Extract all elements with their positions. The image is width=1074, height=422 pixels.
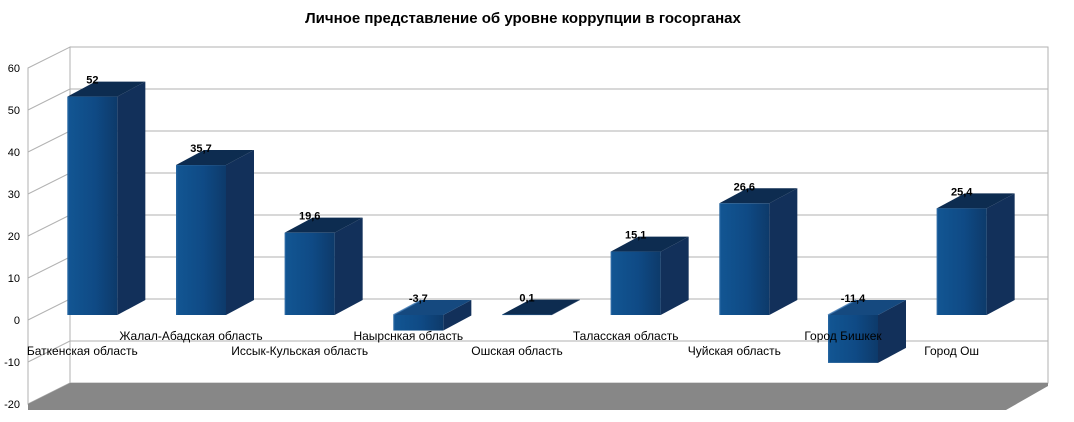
bar-value-label: -11,4 xyxy=(841,293,866,305)
y-axis-label: 20 xyxy=(8,231,20,243)
bar-front-face xyxy=(610,251,661,315)
y-axis-label: 60 xyxy=(8,63,20,75)
bar-value-label: 26,6 xyxy=(734,181,755,193)
y-axis-label: 50 xyxy=(8,105,20,117)
gridline-left-wall xyxy=(27,214,71,237)
gridline-left-wall xyxy=(27,172,71,195)
bar-top-face xyxy=(610,236,689,252)
category-label: Город Ош xyxy=(924,344,979,358)
y-axis-label: -20 xyxy=(4,399,20,411)
bar-side-face xyxy=(552,299,580,315)
gridline-left-wall xyxy=(27,88,71,111)
bar-top-face xyxy=(67,81,146,97)
bar-bevel-edge xyxy=(827,299,857,316)
bar-front-face xyxy=(502,314,552,316)
chart-floor xyxy=(28,383,1048,410)
bar-group xyxy=(67,81,146,315)
bar-front-face xyxy=(393,315,444,331)
bar-side-face xyxy=(443,300,472,331)
bar-group xyxy=(284,217,363,315)
bar-side-face xyxy=(878,300,906,363)
y-axis-label: -10 xyxy=(4,357,20,369)
bar-value-label: 15,1 xyxy=(625,230,646,242)
y-axis-label: 10 xyxy=(8,273,20,285)
bar-bevel-edge xyxy=(393,299,422,316)
bar-group xyxy=(936,193,1015,315)
bar-front-face xyxy=(936,208,987,315)
bar-side-face xyxy=(117,81,146,315)
bar-value-label: 0,1 xyxy=(519,293,534,305)
bar-front-face xyxy=(719,203,770,315)
bar-top-face xyxy=(393,300,472,315)
bar-group xyxy=(827,299,906,363)
category-label: Город Бишкек xyxy=(804,329,882,343)
category-label: Баткенская область xyxy=(27,344,138,358)
category-label: Ошская область xyxy=(471,344,562,358)
category-label: Жалал-Абадская область xyxy=(119,329,262,343)
bar-group xyxy=(502,299,580,316)
gridline-left-wall xyxy=(27,130,71,153)
y-axis-label: 30 xyxy=(8,189,20,201)
bar-value-label: -3,7 xyxy=(409,293,428,305)
bar-front-face xyxy=(828,315,878,363)
bar-group xyxy=(719,188,798,315)
gridline-left-wall xyxy=(27,256,71,279)
bar-value-label: 52 xyxy=(86,75,98,87)
bar-side-face xyxy=(986,193,1015,315)
bar-side-face xyxy=(769,188,798,315)
bar-value-label: 19,6 xyxy=(299,211,320,223)
bar-front-face xyxy=(284,232,335,315)
bar-group xyxy=(393,299,472,331)
y-axis-label: 0 xyxy=(14,315,20,327)
bar-side-face xyxy=(660,236,689,315)
category-label: Таласская область xyxy=(573,329,679,343)
gridline-left-wall xyxy=(27,340,71,363)
chart-title: Личное представление об уровне коррупции… xyxy=(305,10,741,27)
y-axis-label: 40 xyxy=(8,147,20,159)
bar-value-label: 25,4 xyxy=(951,186,973,198)
category-label: Наырснкая область xyxy=(353,329,463,343)
bar-top-face xyxy=(936,193,1015,209)
bar-top-face xyxy=(502,299,580,315)
bar-top-face xyxy=(719,188,798,204)
bar-group xyxy=(176,150,254,315)
bar-top-face xyxy=(176,150,254,166)
bar-value-label: 35,7 xyxy=(190,143,211,155)
bar-front-face xyxy=(176,165,226,315)
bar-top-face xyxy=(828,300,906,315)
category-label: Иссык-Кульская область xyxy=(231,344,368,358)
bar-side-face xyxy=(334,217,363,315)
bar-front-face xyxy=(67,96,118,315)
gridline-left-wall xyxy=(27,298,71,321)
category-label: Чуйская область xyxy=(688,344,781,358)
bar-group xyxy=(610,236,689,315)
bar-top-face xyxy=(284,217,363,233)
bar-side-face xyxy=(226,150,254,315)
